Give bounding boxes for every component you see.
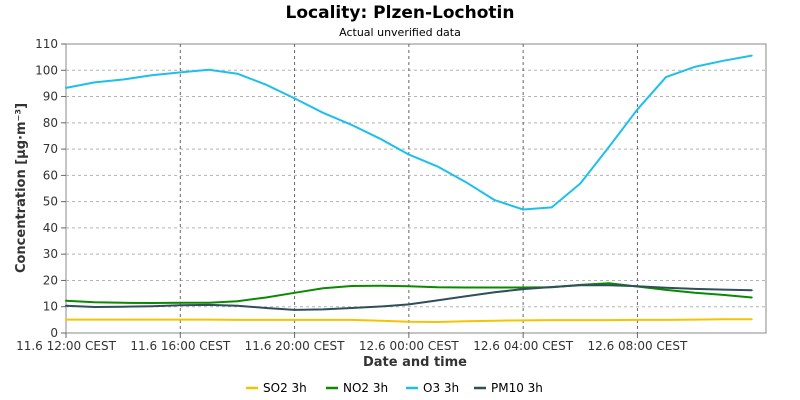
x-tick-label: 11.6 16:00 CEST [130,339,231,353]
series-lines [65,54,753,323]
legend-item-no2-3h: NO2 3h [326,381,388,395]
series-line-so2-3h [65,318,753,323]
chart-subtitle: Actual unverified data [339,26,461,39]
y-tick-label: 30 [43,247,58,261]
x-axis-title: Date and time [363,355,467,370]
y-tick-label: 50 [43,195,58,209]
y-axis-title: Concentration [µg·m⁻³] [14,103,29,273]
grid-lines [66,44,766,333]
series-line-o3-3h [65,54,753,211]
x-tick-label: 12.6 08:00 CEST [588,339,689,353]
legend-label: NO2 3h [343,381,388,395]
y-axis-ticks: 0 10 20 30 40 50 60 70 80 90 100 110 [35,37,66,340]
legend-item-so2-3h: SO2 3h [246,381,307,395]
y-tick-label: 0 [50,326,58,340]
y-tick-label: 110 [35,37,58,51]
y-tick-label: 40 [43,221,58,235]
x-tick-label: 12.6 00:00 CEST [359,339,460,353]
legend-label: PM10 3h [491,381,543,395]
x-tick-label: 11.6 12:00 CEST [16,339,117,353]
y-tick-label: 60 [43,168,58,182]
legend-item-o3-3h: O3 3h [406,381,459,395]
legend-item-pm10-3h: PM10 3h [474,381,543,395]
y-tick-label: 80 [43,116,58,130]
chart-title: Locality: Plzen-Lochotin [286,3,515,23]
legend: SO2 3h NO2 3h O3 3h PM10 3h [246,381,543,395]
legend-label: SO2 3h [263,381,307,395]
x-tick-label: 12.6 04:00 CEST [473,339,574,353]
y-tick-label: 70 [43,142,58,156]
y-tick-label: 10 [43,300,58,314]
x-tick-label: 11.6 20:00 CEST [245,339,346,353]
y-tick-label: 100 [35,63,58,77]
x-axis-ticks: 11.6 12:00 CEST 11.6 16:00 CEST 11.6 20:00… [16,333,688,353]
y-tick-label: 20 [43,273,58,287]
series-line-pm10-3h [65,284,753,311]
legend-label: O3 3h [423,381,459,395]
plot-area [65,43,767,334]
y-tick-label: 90 [43,90,58,104]
